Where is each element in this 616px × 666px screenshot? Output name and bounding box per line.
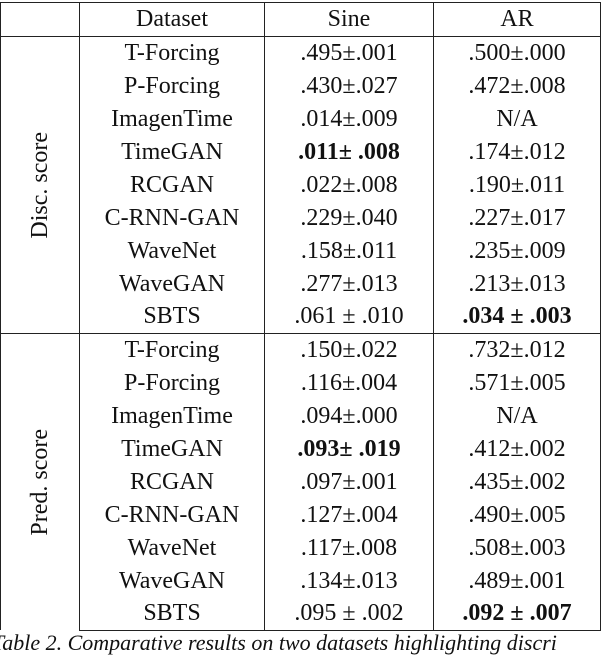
method-cell: WaveGAN [79,267,265,301]
method-cell: T-Forcing [79,35,265,70]
score-cell: .022±.008 [264,168,434,202]
score-cell: .034 ± .003 [433,300,601,334]
method-cell: WaveNet [79,234,265,268]
table-row: TimeGAN .093± .019.412±.002 [1,432,601,466]
score-cell: .500±.000 [433,35,601,70]
score-cell: .435±.002 [433,465,601,499]
table-row: SBTS .095 ± .002.092 ± .007 [1,597,601,631]
method-cell: TimeGAN [79,432,265,466]
score-cell: .508±.003 [433,531,601,565]
method-cell: ImagenTime [79,102,265,136]
header-cell: Dataset [79,2,265,37]
score-cell: .061 ± .010 [264,300,434,334]
table-row: SBTS .061 ± .010.034 ± .003 [1,300,601,334]
table-row: P-Forcing .430±.027.472±.008 [1,69,601,103]
score-cell: .014±.009 [264,102,434,136]
header-cell: Sine [264,2,434,37]
score-cell: .235±.009 [433,234,601,268]
method-cell: P-Forcing [79,366,265,400]
header-cell: AR [433,2,601,37]
table-row: RCGAN .022±.008.190±.011 [1,168,601,202]
table-row: WaveNet .117±.008.508±.003 [1,531,601,565]
score-cell: .190±.011 [433,168,601,202]
score-cell: .489±.001 [433,564,601,598]
score-cell: .213±.013 [433,267,601,301]
method-cell: T-Forcing [79,332,265,367]
method-cell: C-RNN-GAN [79,498,265,532]
score-cell: .094±.000 [264,399,434,433]
group-label: Pred. score [27,428,53,536]
score-cell: .571±.005 [433,366,601,400]
score-cell: .229±.040 [264,201,434,235]
score-cell: .150±.022 [264,332,434,367]
score-cell: .134±.013 [264,564,434,598]
method-cell: SBTS [79,597,265,631]
score-cell: .732±.012 [433,332,601,367]
group-cell: Disc. score [0,35,80,334]
corner-cell [0,2,80,37]
method-cell: SBTS [79,300,265,334]
table-row: C-RNN-GAN .229±.040.227±.017 [1,201,601,235]
score-cell: .158±.011 [264,234,434,268]
score-cell: .127±.004 [264,498,434,532]
table-row: WaveNet .158±.011.235±.009 [1,234,601,268]
table-row: ImagenTime .014±.009 N/A [1,102,601,136]
method-cell: TimeGAN [79,135,265,169]
method-cell: P-Forcing [79,69,265,103]
score-cell: .227±.017 [433,201,601,235]
method-cell: WaveNet [79,531,265,565]
score-cell: N/A [433,399,601,433]
group-label: Disc. score [27,131,53,239]
score-cell: .495±.001 [264,35,434,70]
results-table: Dataset Sine AR Disc. score T-Forcing .495±.0… [0,2,601,631]
caption: Table 2. Comparative results on two data… [0,630,557,655]
score-cell: .277±.013 [264,267,434,301]
score-cell: .095 ± .002 [264,597,434,631]
table-row: ImagenTime .094±.000 N/A [1,399,601,433]
score-cell: .117±.008 [264,531,434,565]
table-row: WaveGAN .134±.013.489±.001 [1,564,601,598]
score-cell: .472±.008 [433,69,601,103]
header-row: Dataset Sine AR [0,2,601,37]
method-cell: C-RNN-GAN [79,201,265,235]
table-row: WaveGAN .277±.013.213±.013 [1,267,601,301]
table-row: P-Forcing .116±.004.571±.005 [1,366,601,400]
table-row: RCGAN .097±.001.435±.002 [1,465,601,499]
score-cell: .011± .008 [264,135,434,169]
method-cell: ImagenTime [79,399,265,433]
score-cell: .412±.002 [433,432,601,466]
score-cell: .430±.027 [264,69,434,103]
table-row: Disc. score T-Forcing .495±.001.500±.000 [0,35,601,334]
score-cell: .116±.004 [264,366,434,400]
table-row: C-RNN-GAN .127±.004.490±.005 [1,498,601,532]
table-row: TimeGAN .011± .008.174±.012 [1,135,601,169]
score-cell: .174±.012 [433,135,601,169]
score-cell: .093± .019 [264,432,434,466]
score-cell: .490±.005 [433,498,601,532]
table-row: Pred. score T-Forcing .150±.022.732±.012 [0,332,601,631]
method-cell: RCGAN [79,465,265,499]
score-cell: .097±.001 [264,465,434,499]
score-cell: N/A [433,102,601,136]
method-cell: RCGAN [79,168,265,202]
group-cell: Pred. score [0,332,80,631]
method-cell: WaveGAN [79,564,265,598]
score-cell: .092 ± .007 [433,597,601,631]
